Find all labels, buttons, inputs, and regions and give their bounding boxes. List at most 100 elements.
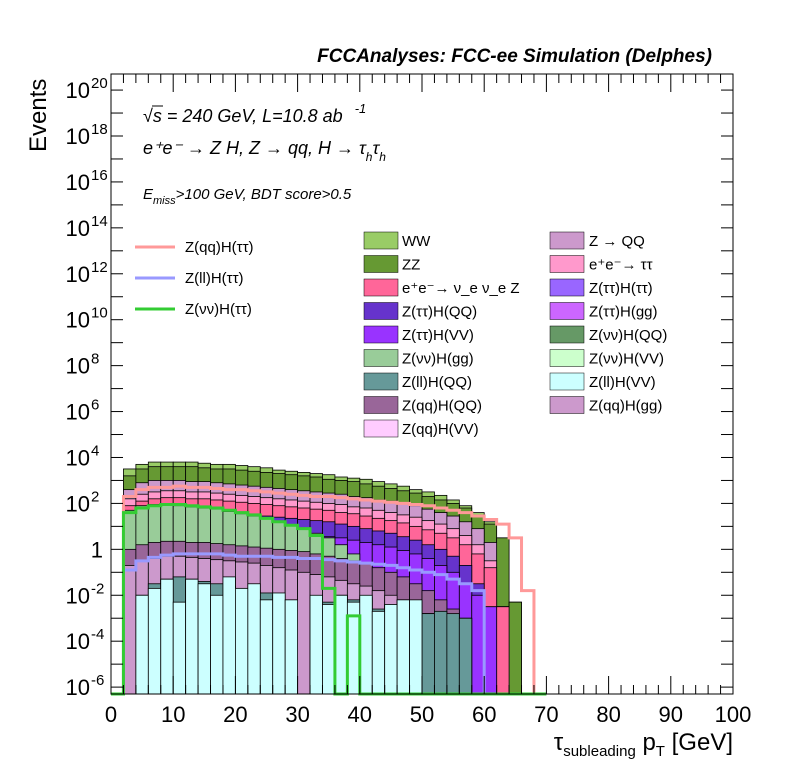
bar-11-5 bbox=[172, 601, 187, 695]
y-tick-label-exp: 20 bbox=[91, 75, 108, 92]
bar-10-28 bbox=[458, 617, 473, 695]
legend-swatch bbox=[363, 255, 399, 273]
y-axis-title: Events bbox=[25, 79, 52, 152]
info-line-3-sub: miss bbox=[153, 195, 176, 207]
legend-swatch bbox=[549, 372, 585, 391]
y-tick-label-exp: -2 bbox=[91, 580, 104, 597]
bar-11-6 bbox=[185, 578, 199, 695]
bar-11-17 bbox=[322, 604, 336, 695]
y-tick-label: 1 bbox=[91, 537, 103, 562]
line-series-1 bbox=[111, 552, 547, 696]
legend-label: Z(ττ)H(VV) bbox=[402, 327, 474, 344]
legend-swatch bbox=[363, 419, 399, 438]
y-tick-label: 10 bbox=[66, 400, 90, 425]
x-tick-label: 60 bbox=[472, 702, 496, 727]
legend: Z(qq)H(ττ) Z(ll)H(ττ) Z(νν)H(ττ) WW ZZ e⁺e⁻→ … bbox=[135, 231, 667, 438]
legend-swatch bbox=[549, 325, 585, 344]
bar-6-30 bbox=[483, 606, 498, 695]
bar-11-9 bbox=[222, 576, 236, 695]
bar-11-4 bbox=[160, 578, 174, 695]
legend-label: WW bbox=[402, 233, 431, 250]
y-tick-label: 10 bbox=[66, 308, 90, 333]
y-tick-label: 10 bbox=[66, 216, 90, 241]
x-axis-title-sub2: T bbox=[656, 743, 665, 760]
info-line-2-sub2: h bbox=[379, 150, 386, 164]
x-tick-label: 0 bbox=[105, 702, 117, 727]
y-tick-label-exp: 14 bbox=[91, 213, 108, 230]
y-tick-label-exp: -6 bbox=[91, 672, 104, 689]
legend-swatch bbox=[363, 278, 399, 297]
y-tick-label-exp: 2 bbox=[91, 488, 99, 505]
legend-swatch bbox=[363, 325, 399, 344]
info-line-1-sup: -1 bbox=[355, 101, 367, 116]
legend-label: ZZ bbox=[402, 257, 420, 274]
bar-11-13 bbox=[272, 592, 286, 695]
legend-swatch bbox=[549, 302, 585, 320]
legend-swatch bbox=[549, 255, 585, 273]
bar-11-11 bbox=[247, 583, 261, 695]
x-axis-title: τsubleading pT [GeV] bbox=[554, 729, 733, 760]
y-tick-label: 10 bbox=[66, 78, 90, 103]
bar-11-2 bbox=[135, 594, 149, 695]
legend-swatch bbox=[549, 396, 585, 414]
legend-label: Z(ττ)H(gg) bbox=[589, 304, 658, 321]
chart-header: FCCAnalyses: FCC-ee Simulation (Delphes) bbox=[317, 46, 712, 67]
y-tick-label: 10 bbox=[66, 124, 90, 149]
bar-11-7 bbox=[197, 583, 211, 695]
bar-9-1 bbox=[123, 565, 137, 695]
x-tick-label: 20 bbox=[223, 702, 247, 727]
x-tick-label: 100 bbox=[715, 702, 752, 727]
bar-11-16 bbox=[309, 594, 323, 695]
x-tick-label: 40 bbox=[348, 702, 372, 727]
bar-11-12 bbox=[259, 599, 274, 695]
x-axis-title-p: p bbox=[636, 729, 656, 756]
bar-6-29 bbox=[471, 594, 485, 695]
bar-11-23 bbox=[396, 599, 410, 695]
legend-label: Z → QQ bbox=[589, 233, 645, 250]
info-line-1-main: √s = 240 GeV, L=10.8 ab bbox=[143, 106, 343, 126]
legend-swatch bbox=[363, 302, 399, 320]
y-tick-label: 10 bbox=[66, 262, 90, 287]
legend-label: Z(νν)H(VV) bbox=[589, 351, 664, 368]
y-tick-label: 10 bbox=[66, 354, 90, 379]
y-tick-label-exp: 8 bbox=[91, 351, 99, 368]
x-tick-label: 70 bbox=[534, 702, 558, 727]
bar-11-14 bbox=[284, 599, 299, 695]
legend-label: e⁺e⁻→ ν_e ν_e Z bbox=[402, 280, 520, 297]
legend-label: Z(qq)H(QQ) bbox=[402, 398, 482, 415]
legend-swatch bbox=[363, 396, 399, 414]
info-line-1: √s = 240 GeV, L=10.8 ab -1 bbox=[143, 101, 366, 126]
stack-11 bbox=[135, 576, 423, 695]
legend-line-label: Z(qq)H(ττ) bbox=[185, 239, 254, 256]
legend-line-label: Z(νν)H(ττ) bbox=[185, 301, 252, 318]
bar-10-26 bbox=[434, 610, 448, 695]
y-tick-label: 10 bbox=[66, 675, 90, 700]
y-tick-label-exp: 6 bbox=[91, 397, 99, 414]
legend-label: Z(νν)H(gg) bbox=[402, 351, 474, 368]
info-line-3-pre: E bbox=[143, 186, 154, 203]
x-tick-label: 10 bbox=[161, 702, 185, 727]
y-tick-label: 10 bbox=[66, 170, 90, 195]
y-tick-label-exp: 18 bbox=[91, 121, 108, 138]
y-tick-label: 10 bbox=[66, 445, 90, 470]
y-tick-label-exp: 10 bbox=[91, 305, 108, 322]
info-line-2: e⁺e⁻ → Z H, Z → qq, H → τhτh bbox=[143, 138, 386, 164]
x-tick-label: 80 bbox=[596, 702, 620, 727]
legend-label: Z(qq)H(gg) bbox=[589, 398, 662, 415]
x-axis-title-sub: subleading bbox=[563, 743, 636, 760]
x-axis-title-unit: [GeV] bbox=[665, 729, 733, 756]
legend-label: Z(νν)H(QQ) bbox=[589, 327, 667, 344]
legend-line-label: Z(ll)H(ττ) bbox=[185, 270, 244, 287]
bar-10-27 bbox=[446, 613, 460, 695]
bar-11-8 bbox=[210, 594, 224, 695]
bar-1-32 bbox=[508, 601, 522, 695]
x-tick-label: 90 bbox=[659, 702, 683, 727]
bar-11-22 bbox=[384, 604, 398, 695]
y-tick-label: 10 bbox=[66, 583, 90, 608]
info-line-3-post: >100 GeV, BDT score>0.5 bbox=[176, 186, 352, 203]
info-line-2-sub1: h bbox=[366, 150, 373, 164]
legend-label: Z(ll)H(VV) bbox=[589, 374, 656, 391]
bar-4-31 bbox=[496, 606, 510, 695]
